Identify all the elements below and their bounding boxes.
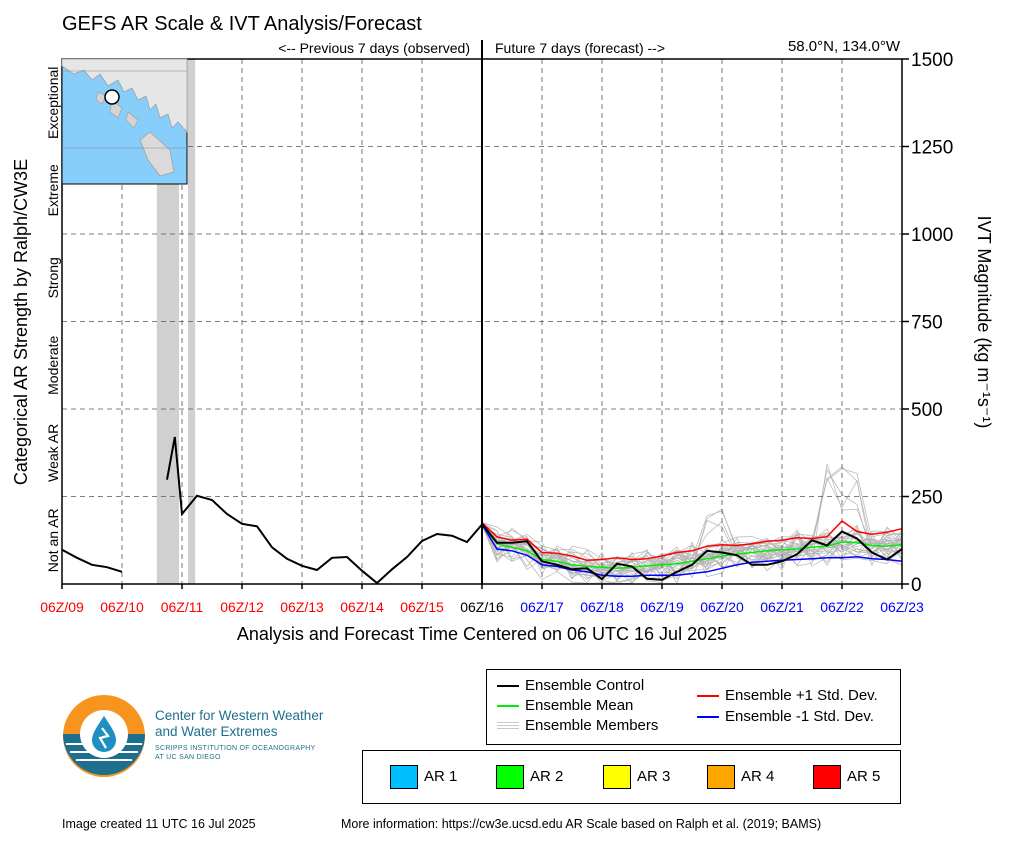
ensemble-member-line xyxy=(481,522,903,575)
x-tick-label: 06Z/21 xyxy=(760,599,804,615)
water-drop-icon xyxy=(92,716,116,752)
ar-scale-legend: AR 1 AR 2 AR 3 AR 4 AR 5 xyxy=(362,750,901,804)
y-tick-label: 0 xyxy=(911,575,922,596)
chart-title: GEFS AR Scale & IVT Analysis/Forecast xyxy=(62,13,422,35)
x-tick-label: 06Z/12 xyxy=(220,599,264,615)
x-tick-label: 06Z/14 xyxy=(340,599,384,615)
observed-ivt-line xyxy=(61,548,123,573)
image-created: Image created 11 UTC 16 Jul 2025 xyxy=(62,817,256,831)
location-marker xyxy=(104,89,120,105)
ensemble-legend: Ensemble Control Ensemble Mean Ensemble … xyxy=(486,669,901,745)
x-tick-label: 06Z/09 xyxy=(40,599,84,615)
x-tick-label: 06Z/17 xyxy=(520,599,564,615)
location-coordinates: 58.0°N, 134.0°W xyxy=(788,38,901,55)
right-axis-label: IVT Magnitude (kg m⁻¹s⁻¹) xyxy=(974,216,994,429)
previous-days-label: <-- Previous 7 days (observed) xyxy=(278,40,470,56)
x-tick-label: 06Z/16 xyxy=(460,599,504,615)
legend-minus-std: Ensemble -1 Std. Dev. xyxy=(697,708,874,725)
x-tick-label: 06Z/13 xyxy=(280,599,324,615)
ar-4-key: AR 4 xyxy=(707,765,774,789)
x-tick-label: 06Z/22 xyxy=(820,599,864,615)
left-axis-label: Categorical AR Strength by Ralph/CW3E xyxy=(11,159,31,485)
legend-ensemble-members: Ensemble Members xyxy=(497,717,658,734)
ar-category-label: Moderate xyxy=(45,336,61,395)
ar-category-label: Strong xyxy=(45,257,61,298)
x-tick-label: 06Z/15 xyxy=(400,599,444,615)
x-tick-label: 06Z/18 xyxy=(580,599,624,615)
legend-ensemble-mean: Ensemble Mean xyxy=(497,697,633,714)
y-tick-label: 250 xyxy=(911,488,943,509)
logo-org-name: Center for Western Weather and Water Extr… xyxy=(155,708,324,739)
observed-ivt-line xyxy=(166,436,483,585)
more-information: More information: https://cw3e.ucsd.edu … xyxy=(341,817,822,831)
ensemble-mean-line xyxy=(481,523,903,570)
y-tick-label: 750 xyxy=(911,313,943,334)
x-tick-label: 06Z/10 xyxy=(100,599,144,615)
ar-period-shading xyxy=(156,59,179,584)
ar-category-label: Weak AR xyxy=(45,424,61,482)
location-inset-map xyxy=(61,58,188,185)
minus-std-line xyxy=(481,524,903,578)
ar-3-key: AR 3 xyxy=(603,765,670,789)
x-tick-label: 06Z/19 xyxy=(640,599,684,615)
ensemble-member-line xyxy=(481,522,903,579)
ar-category-label: Not an AR xyxy=(45,508,61,572)
ensemble-control-line xyxy=(481,523,903,581)
ar-category-label: Extreme xyxy=(45,164,61,216)
ensemble-member-line xyxy=(481,523,903,583)
plus-std-line xyxy=(481,520,903,561)
ar-category-label: Exceptional xyxy=(45,67,61,139)
ensemble-member-line xyxy=(481,522,903,584)
ivt-chart: 0 250 500 750 1000 1250 1500 06Z/09 06Z/10 06Z/11… xyxy=(11,13,994,644)
cw3e-logo xyxy=(63,695,145,777)
y-tick-label: 1500 xyxy=(911,50,953,71)
legend-ensemble-control: Ensemble Control xyxy=(497,677,644,694)
x-axis-label: Analysis and Forecast Time Centered on 0… xyxy=(237,624,727,644)
y-tick-label: 500 xyxy=(911,400,943,421)
ar-2-key: AR 2 xyxy=(496,765,563,789)
logo-institution: SCRIPPS INSTITUTION OF OCEANOGRAPHY AT UC… xyxy=(155,745,316,761)
x-tick-label: 06Z/11 xyxy=(161,599,204,615)
future-days-label: Future 7 days (forecast) --> xyxy=(495,40,665,56)
ar-1-key: AR 1 xyxy=(390,765,457,789)
ensemble-member-line xyxy=(481,523,903,585)
x-tick-label: 06Z/23 xyxy=(880,599,924,615)
y-tick-label: 1250 xyxy=(911,138,953,159)
x-tick-label: 06Z/20 xyxy=(700,599,744,615)
y-tick-label: 1000 xyxy=(911,225,953,246)
ar-5-key: AR 5 xyxy=(813,765,880,789)
legend-plus-std: Ensemble +1 Std. Dev. xyxy=(697,687,878,704)
